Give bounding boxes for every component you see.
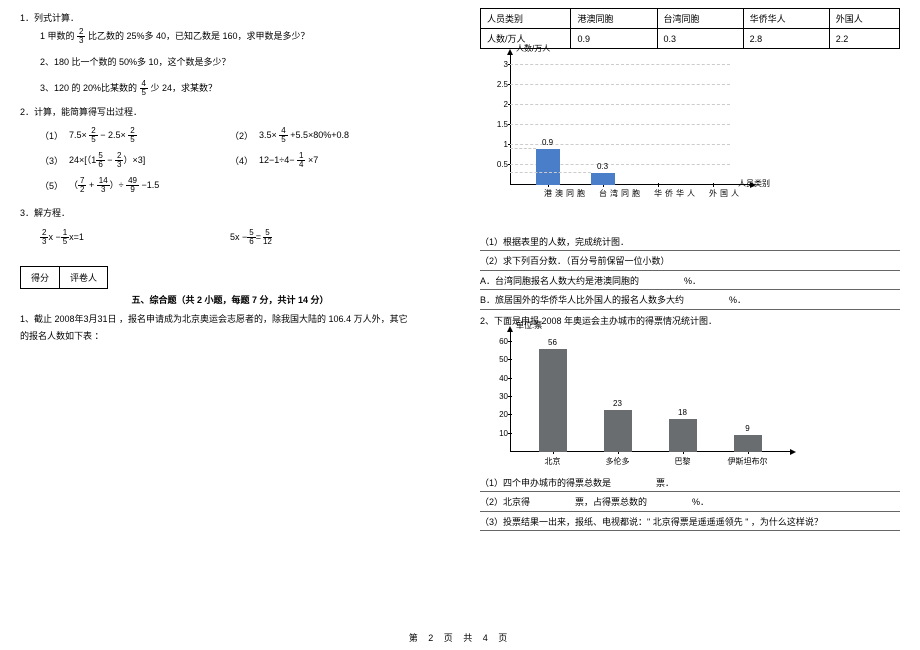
q1-item-2: 2、180 比一个数的 50%多 10，这个数是多少？ bbox=[20, 55, 440, 69]
grader-label: 评卷人 bbox=[60, 266, 108, 289]
calc-item: （4）12−1÷4− 14 ×7 bbox=[230, 152, 440, 169]
questions-1: （1）根据表里的人数，完成统计图． （2）求下列百分数．（百分号前保留一位小数） A… bbox=[480, 235, 900, 310]
score-box: 得分 评卷人 bbox=[20, 266, 440, 289]
q3-a: 23 x − 15 x=1 bbox=[20, 229, 230, 246]
q2-rows: （1）7.5× 25 − 2.5× 25（2）3.5× 45 +5.5×80%+… bbox=[20, 127, 440, 194]
table-header: 华侨华人 bbox=[743, 9, 829, 29]
left-column: 1．列式计算． 1 甲数的 23 比乙数的 25%多 40，已知乙数是 160，… bbox=[0, 0, 460, 650]
question-line: （2）求下列百分数．（百分号前保留一位小数） bbox=[480, 254, 900, 270]
question-line: （1）根据表里的人数，完成统计图． bbox=[480, 235, 900, 251]
question-line: （1）四个申办城市的得票总数是 票． bbox=[480, 476, 900, 492]
q2-title: 2．计算，能简算得写出过程． bbox=[20, 105, 440, 119]
votes-chart: 单位:票102030405060北京56多伦多23巴黎18伊斯坦布尔9 bbox=[510, 332, 790, 452]
table-cell: 2.2 bbox=[829, 29, 899, 49]
calc-item bbox=[230, 177, 440, 194]
question-line: B．旅居国外的华侨华人比外国人的报名人数多大约 %． bbox=[480, 293, 900, 309]
applicants-chart: 人数/万人人员类别0.511.522.53港澳同胞0.9台湾同胞0.3华侨华人外… bbox=[510, 55, 750, 185]
q3-row: 23 x − 15 x=1 5x − 56 = 512 bbox=[20, 229, 440, 246]
q2-right-title: 2、下面是申报 2008 年奥运会主办城市的得票情况统计图． bbox=[480, 314, 900, 328]
chart-bar bbox=[591, 173, 615, 185]
section-5-title: 五、综合题（共 2 小题，每题 7 分，共计 14 分） bbox=[20, 293, 440, 306]
chart-bar bbox=[734, 435, 762, 452]
table-cell: 2.8 bbox=[743, 29, 829, 49]
chart-bar bbox=[539, 349, 567, 452]
q1-item-1: 1 甲数的 23 比乙数的 25%多 40，已知乙数是 160，求甲数是多少？ bbox=[20, 28, 440, 45]
chart-bar bbox=[669, 419, 697, 452]
calc-item: （5）（72 + 143）÷ 499 −1.5 bbox=[20, 177, 230, 194]
q3-b: 5x − 56 = 512 bbox=[230, 229, 440, 246]
calc-item: （2）3.5× 45 +5.5×80%+0.8 bbox=[230, 127, 440, 144]
q3-title: 3．解方程． bbox=[20, 206, 440, 220]
table-header: 外国人 bbox=[829, 9, 899, 29]
p1: 1、截止 2008年3月31日 ，报名申请成为北京奥运会志愿者的，除我国大陆的 … bbox=[20, 312, 440, 326]
table-header: 人员类别 bbox=[481, 9, 571, 29]
table-cell: 0.9 bbox=[571, 29, 657, 49]
p2: 的报名人数如下表 ： bbox=[20, 329, 440, 343]
chart-bar bbox=[536, 149, 560, 185]
table-cell: 0.3 bbox=[657, 29, 743, 49]
q1-title: 1．列式计算． bbox=[20, 11, 440, 25]
chart-bar bbox=[604, 410, 632, 452]
questions-2: （1）四个申办城市的得票总数是 票． （2）北京得 票，占得票总数的 %． （3）投… bbox=[480, 476, 900, 531]
question-line: （3）投票结果一出来，报纸、电视都说：" 北京得票是遥遥遥领先 " ，为什么这样… bbox=[480, 515, 900, 531]
score-label: 得分 bbox=[20, 266, 60, 289]
right-column: 人员类别港澳同胞台湾同胞华侨华人外国人 人数/万人0.90.32.82.2 人数… bbox=[460, 0, 920, 650]
calc-item: （1）7.5× 25 − 2.5× 25 bbox=[20, 127, 230, 144]
table-header: 台湾同胞 bbox=[657, 9, 743, 29]
q1-item-3: 3、120 的 20%比某数的 45 少 24，求某数？ bbox=[20, 80, 440, 97]
table-header-row: 人员类别港澳同胞台湾同胞华侨华人外国人 bbox=[481, 9, 900, 29]
question-line: A．台湾同胞报名人数大约是港澳同胞的 %． bbox=[480, 274, 900, 290]
page-footer: 第 2 页 共 4 页 bbox=[0, 631, 920, 644]
calc-item: （3）24×[（156 − 23）×3] bbox=[20, 152, 230, 169]
question-line: （2）北京得 票，占得票总数的 %． bbox=[480, 495, 900, 511]
table-header: 港澳同胞 bbox=[571, 9, 657, 29]
